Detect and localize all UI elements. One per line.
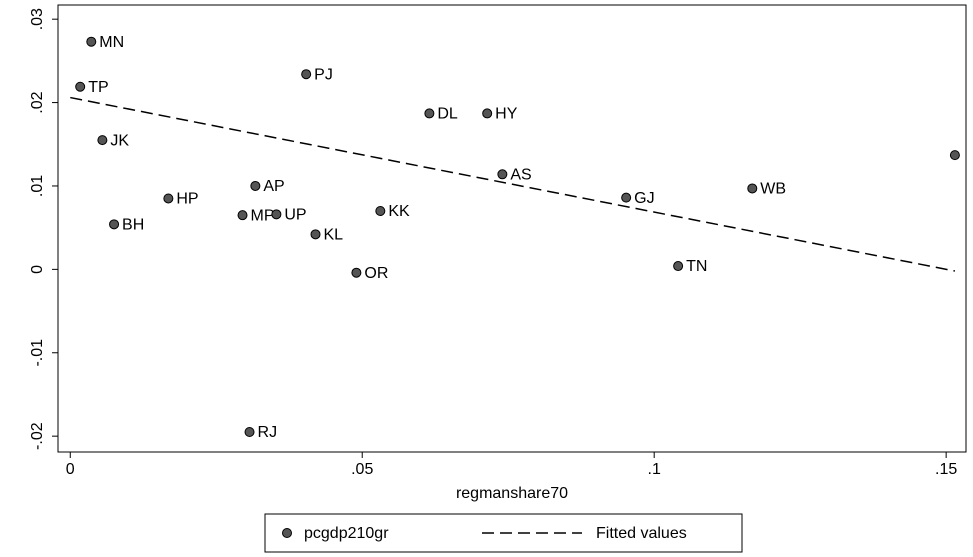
point-label: JK	[110, 132, 129, 149]
x-tick-label: .15	[935, 461, 957, 478]
point-label: BH	[122, 217, 144, 234]
point	[75, 81, 86, 92]
point-label: MN	[99, 34, 124, 51]
point	[109, 219, 120, 230]
point	[375, 205, 386, 216]
point-label: PJ	[314, 66, 333, 83]
point	[250, 180, 261, 191]
x-axis-title: regmanshare70	[456, 485, 568, 502]
point-label: KK	[388, 203, 410, 220]
point	[482, 108, 493, 119]
point-label: AS	[510, 167, 531, 184]
point-label: HY	[495, 106, 518, 123]
point-label: OR	[364, 265, 388, 282]
point	[301, 69, 312, 80]
point	[97, 135, 108, 146]
y-tick-label: -.01	[29, 339, 46, 367]
point-label: RJ	[258, 424, 278, 441]
point	[621, 192, 632, 203]
point	[351, 267, 362, 278]
point	[497, 169, 508, 180]
point	[949, 150, 960, 161]
x-tick-label: .1	[648, 461, 661, 478]
point	[244, 426, 255, 437]
point-label: GJ	[634, 190, 654, 207]
legend-label: pcgdp210gr	[304, 525, 389, 542]
point	[747, 183, 758, 194]
point	[163, 193, 174, 204]
y-tick-label: .03	[29, 8, 46, 30]
point-label: KL	[324, 227, 344, 244]
point-label: TN	[686, 258, 707, 275]
point	[310, 229, 321, 240]
legend-marker	[282, 528, 292, 538]
point	[424, 108, 435, 119]
x-tick-label: .05	[351, 461, 373, 478]
point-label: MP	[251, 207, 275, 224]
point	[237, 210, 248, 221]
y-tick-label: .01	[29, 175, 46, 197]
point-label: AP	[263, 178, 284, 195]
point-label: HP	[176, 191, 198, 208]
fitted-line	[70, 96, 956, 272]
plot-area	[57, 4, 967, 453]
y-tick-label: -.02	[29, 422, 46, 450]
point	[86, 36, 97, 47]
point-label: UP	[284, 207, 306, 224]
point	[271, 209, 282, 220]
x-tick-label: 0	[66, 461, 75, 478]
point-label: DL	[437, 106, 458, 123]
point-label: WB	[760, 181, 786, 198]
point-label: TP	[88, 79, 108, 96]
legend-label: Fitted values	[596, 525, 687, 542]
y-tick-label: 0	[29, 265, 46, 274]
point	[673, 261, 684, 272]
y-tick-label: .02	[29, 91, 46, 113]
